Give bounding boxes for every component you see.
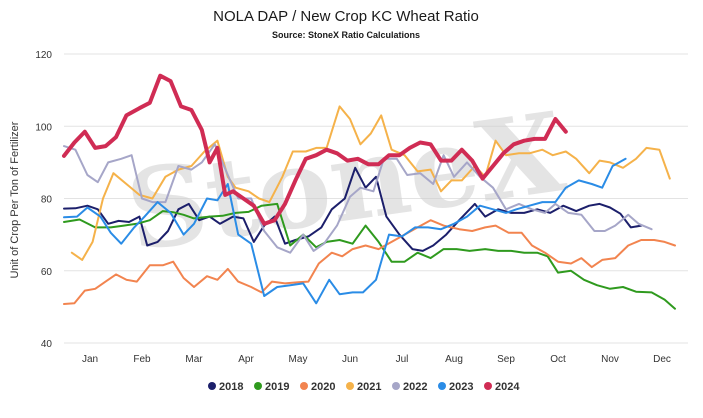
chart-title: NOLA DAP / New Crop KC Wheat Ratio	[213, 8, 479, 25]
legend-label-2024: 2024	[495, 381, 520, 393]
grid-layer	[64, 53, 688, 344]
legend-marker-2018	[208, 382, 216, 390]
x-tick-label: Sep	[497, 354, 515, 365]
series-line-2024	[62, 73, 568, 226]
x-tick-label: May	[289, 354, 308, 365]
chart-subtitle: Source: StoneX Ratio Calculations	[272, 30, 420, 40]
series-line-2021	[70, 105, 671, 261]
series-line-2018	[63, 166, 643, 252]
axis-layer: 40 60 80 100 120 Jan Feb Mar Apr May Jun Jul Aug Sep O…	[35, 50, 671, 365]
x-tick-label: Feb	[133, 354, 151, 365]
legend-label-2021: 2021	[357, 381, 381, 393]
y-tick-label: 60	[41, 267, 53, 278]
series-line-2020	[63, 219, 676, 305]
legend-marker-2019	[254, 382, 262, 390]
series-line-2023	[63, 157, 627, 305]
y-axis-label: Unit of Crop Per Ton of Fertilizer	[9, 121, 21, 278]
x-tick-label: Jan	[82, 354, 98, 365]
x-tick-label: Dec	[653, 354, 671, 365]
legend: 2018 2019 2020 2021 2022 2023 2024	[208, 381, 520, 393]
legend-label-2019: 2019	[265, 381, 289, 393]
legend-label-2023: 2023	[449, 381, 473, 393]
series-line-2022	[63, 143, 653, 254]
x-tick-label: Jul	[396, 354, 409, 365]
watermark-logo: StoneX	[119, 87, 572, 276]
y-tick-label: 120	[35, 50, 52, 61]
legend-marker-2023	[438, 382, 446, 390]
legend-label-2018: 2018	[219, 381, 243, 393]
legend-marker-2020	[300, 382, 308, 390]
x-tick-label: Oct	[550, 354, 566, 365]
legend-label-2022: 2022	[403, 381, 427, 393]
x-tick-label: Apr	[238, 354, 254, 365]
series-layer	[62, 73, 676, 310]
x-tick-label: Jun	[342, 354, 358, 365]
legend-marker-2021	[346, 382, 354, 390]
legend-label-2020: 2020	[311, 381, 335, 393]
legend-marker-2022	[392, 382, 400, 390]
series-line-2019	[63, 202, 676, 310]
legend-marker-2024	[484, 382, 492, 390]
x-tick-label: Nov	[601, 354, 619, 365]
y-tick-label: 100	[35, 122, 52, 133]
x-tick-label: Aug	[445, 354, 463, 365]
y-tick-label: 40	[41, 339, 53, 350]
x-tick-label: Mar	[185, 354, 203, 365]
y-tick-label: 80	[41, 195, 53, 206]
